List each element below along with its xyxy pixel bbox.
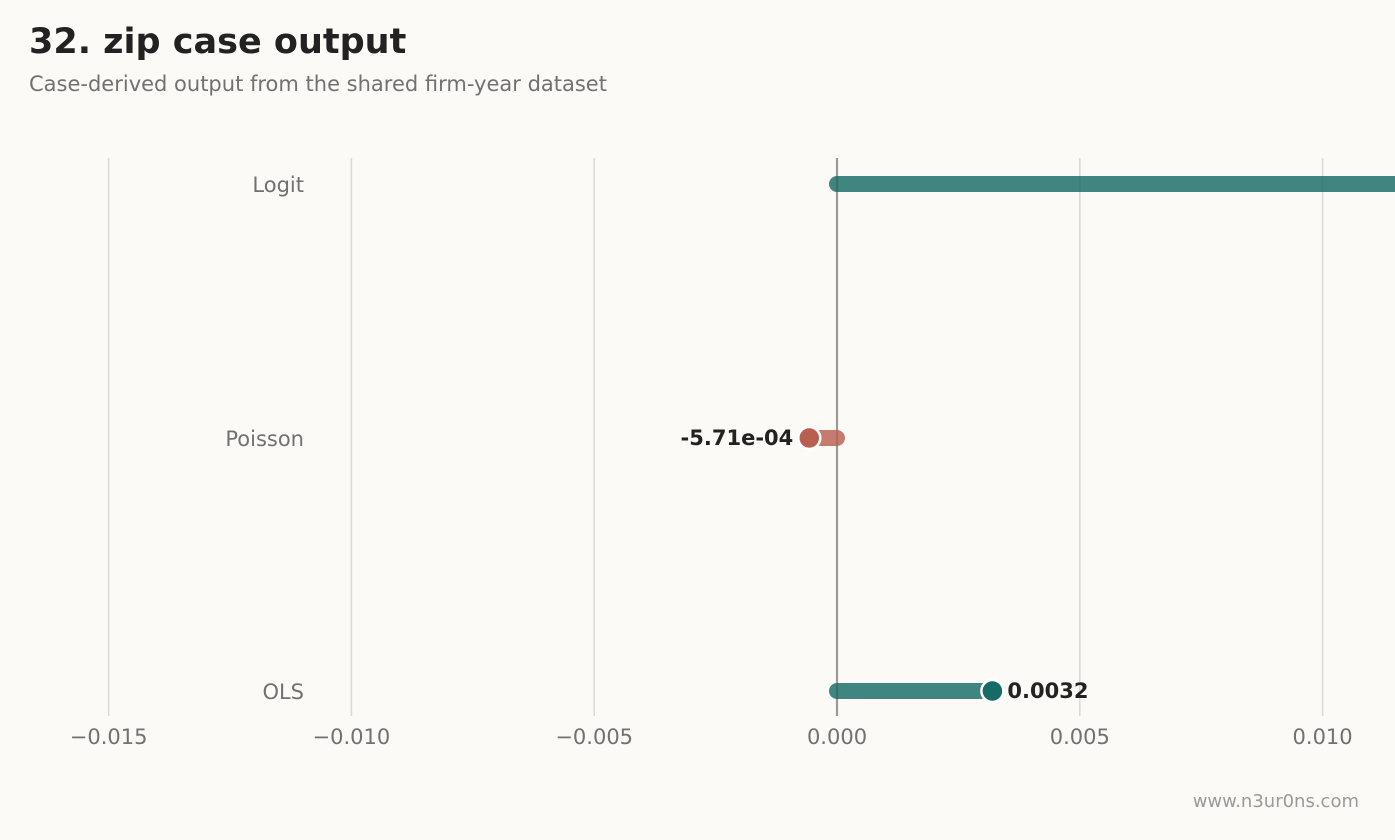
lollipop-poisson: -5.71e-04 — [681, 425, 845, 451]
lollipop-logit: 0.0177 — [829, 176, 1395, 192]
category-label: OLS — [262, 680, 304, 704]
x-tick-label: 0.010 — [1293, 725, 1353, 749]
lollipop-head — [980, 678, 1005, 704]
x-tick-label: −0.005 — [555, 725, 633, 749]
x-tick-label: −0.010 — [313, 725, 391, 749]
x-tick-label: −0.015 — [70, 725, 148, 749]
category-label: Poisson — [225, 427, 304, 451]
data-marks: 0.0177 -5.71e-04 0.0032 — [681, 176, 1395, 704]
grid-layer — [107, 158, 1324, 716]
x-axis-ticks: −0.020−0.015−0.010−0.0050.0000.0050.0100… — [70, 725, 1353, 749]
x-tick-label: 0.005 — [1050, 725, 1110, 749]
chart-title: 32. zip case output — [29, 22, 407, 62]
value-label: 0.0032 — [1007, 679, 1088, 703]
value-label: -5.71e-04 — [681, 426, 794, 450]
lollipop-head — [797, 425, 822, 451]
watermark: www.n3ur0ns.com — [1192, 791, 1359, 812]
category-labels: Logit Poisson OLS — [225, 173, 304, 704]
category-label: Logit — [252, 173, 304, 197]
chart-subtitle: Case-derived output from the shared firm… — [29, 72, 607, 96]
x-tick-label: 0.000 — [807, 725, 867, 749]
lollipop-ols: 0.0032 — [829, 678, 1088, 704]
